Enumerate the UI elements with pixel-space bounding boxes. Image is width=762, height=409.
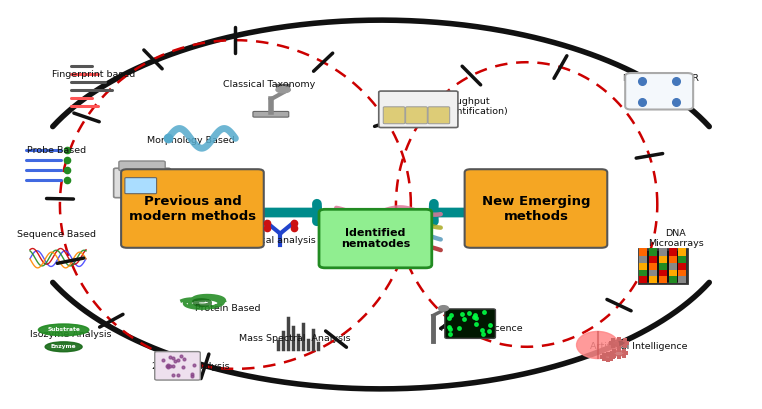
FancyBboxPatch shape: [625, 73, 693, 110]
Text: Morphology Based: Morphology Based: [147, 136, 235, 145]
FancyBboxPatch shape: [465, 169, 607, 248]
FancyBboxPatch shape: [121, 169, 264, 248]
Text: Autofluorescence: Autofluorescence: [440, 324, 523, 333]
Text: Microfluidic PCR: Microfluidic PCR: [623, 74, 699, 83]
Text: PCR Based: PCR Based: [113, 178, 164, 187]
Text: Sequence Based: Sequence Based: [17, 230, 96, 239]
Text: Classical Taxonomy: Classical Taxonomy: [223, 80, 315, 89]
Ellipse shape: [45, 342, 82, 352]
FancyBboxPatch shape: [155, 352, 200, 380]
Text: Serological analysis: Serological analysis: [222, 236, 316, 245]
FancyBboxPatch shape: [119, 161, 165, 171]
Text: New Emerging
methods: New Emerging methods: [482, 195, 591, 222]
Text: Previous and
modern methods: Previous and modern methods: [129, 195, 256, 222]
FancyBboxPatch shape: [405, 107, 427, 124]
Text: Substrate: Substrate: [47, 327, 80, 333]
FancyBboxPatch shape: [445, 309, 495, 338]
Circle shape: [614, 351, 624, 356]
FancyBboxPatch shape: [319, 209, 432, 268]
Text: Identified
nematodes: Identified nematodes: [341, 228, 410, 249]
Text: 2D- Gel Analysis: 2D- Gel Analysis: [152, 362, 229, 371]
Ellipse shape: [577, 331, 619, 359]
Circle shape: [439, 306, 449, 311]
Circle shape: [604, 355, 612, 359]
Text: DNA
Microarrays: DNA Microarrays: [648, 229, 704, 248]
Text: Enzyme: Enzyme: [51, 344, 76, 349]
FancyBboxPatch shape: [428, 107, 450, 124]
Ellipse shape: [276, 87, 290, 93]
Text: Protein Based: Protein Based: [195, 304, 261, 313]
FancyBboxPatch shape: [125, 178, 157, 194]
FancyBboxPatch shape: [379, 91, 458, 128]
Text: Probe Based: Probe Based: [27, 146, 85, 155]
Text: Isozyme Analysis: Isozyme Analysis: [30, 330, 112, 339]
FancyBboxPatch shape: [383, 107, 405, 124]
Text: Fingerprint based: Fingerprint based: [52, 70, 135, 79]
Text: Mass Spectral  Analysis: Mass Spectral Analysis: [239, 334, 351, 343]
FancyBboxPatch shape: [639, 249, 687, 283]
Text: Artificial Intelligence: Artificial Intelligence: [590, 342, 687, 351]
FancyBboxPatch shape: [253, 111, 289, 117]
Ellipse shape: [38, 324, 89, 336]
Text: Highthroughput
(Massive identification): Highthroughput (Massive identification): [396, 97, 507, 116]
Circle shape: [613, 340, 625, 346]
FancyBboxPatch shape: [114, 168, 171, 198]
